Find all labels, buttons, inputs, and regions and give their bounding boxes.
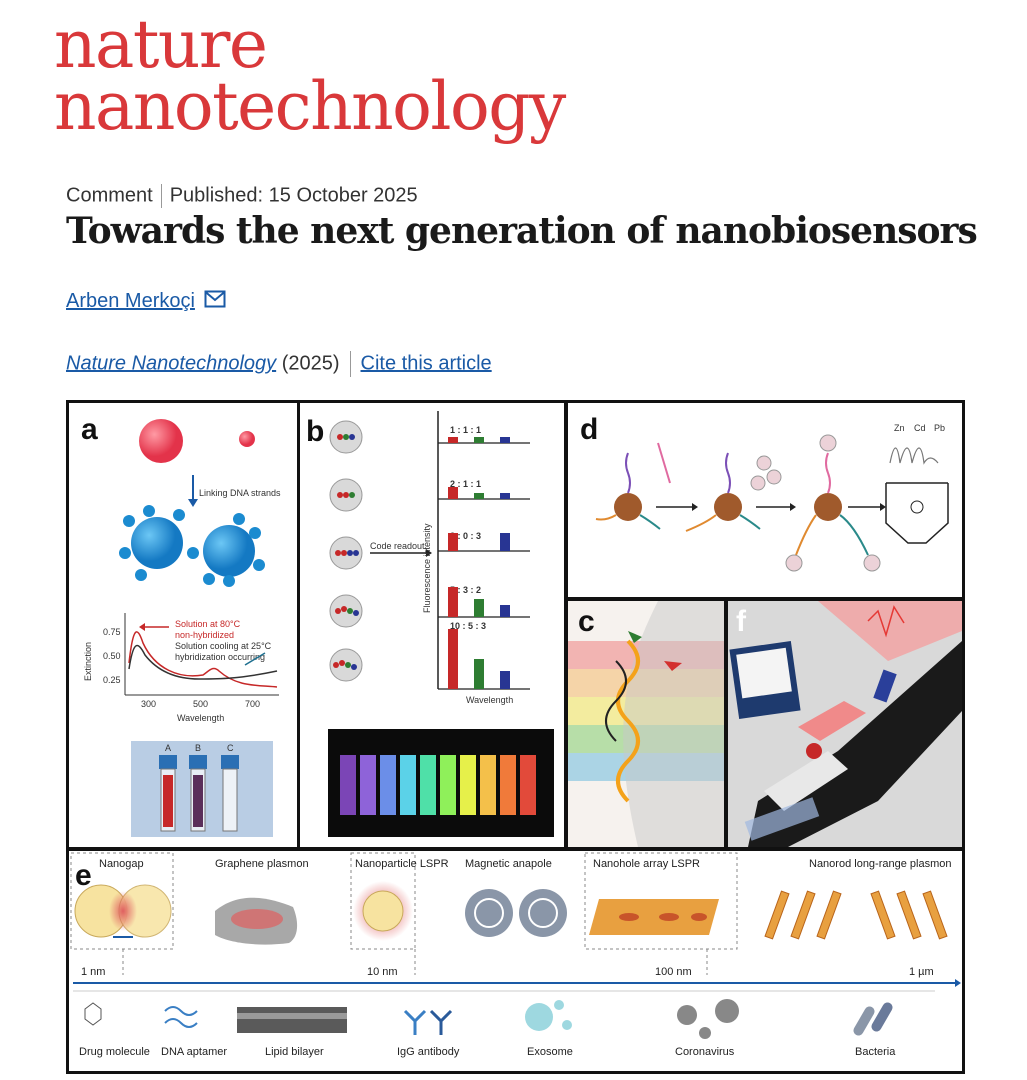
citation-line: Nature Nanotechnology (2025) Cite this ar… <box>66 351 492 377</box>
panel-label-b: b <box>306 415 325 448</box>
panel-d-illustration: Zn Cd Pb <box>595 423 949 572</box>
panel-e-illustration: Nanogap Graphene plasmon Nanoparticle LS… <box>70 852 961 1058</box>
panel-b-xlabel: Wavelength <box>466 695 513 705</box>
x-tick-3: 700 <box>245 699 260 709</box>
figure-panel-a: a Linking DNA strands Solution at 80°C n… <box>66 400 300 850</box>
ratio-3: 3 : 0 : 3 <box>450 531 481 541</box>
panel-label-e: e <box>75 859 92 892</box>
panel-a-xlabel: Wavelength <box>177 713 224 723</box>
metal-pb: Pb <box>934 423 945 433</box>
ratio-1: 1 : 1 : 1 <box>450 425 481 435</box>
email-icon[interactable] <box>204 290 226 308</box>
lspr-box <box>350 852 416 950</box>
article-meta: Comment Published: 15 October 2025 <box>66 184 418 208</box>
panel-c-illustration <box>568 601 724 847</box>
bottom-label-aptamer: DNA aptamer <box>161 1046 227 1058</box>
legend-2a: Solution cooling at 25°C <box>175 641 272 651</box>
y-tick-1: 0.75 <box>103 627 121 637</box>
top-label-graphene: Graphene plasmon <box>215 858 309 870</box>
logo-line-1: nature <box>54 6 268 83</box>
panel-label-d: d <box>580 413 599 446</box>
metal-cd: Cd <box>914 423 926 433</box>
legend-1a: Solution at 80°C <box>175 619 241 629</box>
figure-panel-e: e Nanogap Graphene plasmon Nanoparticle … <box>66 848 965 1074</box>
panel-a-illustration: Linking DNA strands Solution at 80°C non… <box>83 419 281 837</box>
small-nanoparticle <box>239 431 255 447</box>
x-tick-2: 500 <box>193 699 208 709</box>
meta-divider <box>160 184 162 208</box>
legend-2b: hybridization occurring <box>175 652 265 662</box>
panel-f-illustration <box>729 601 962 847</box>
ratio-2: 2 : 1 : 1 <box>450 479 481 489</box>
panel-label-f: f <box>736 605 746 638</box>
figure-panel-b: b Code readout Fluorescence intensity Wa… <box>297 400 567 850</box>
panel-label-c: c <box>578 605 595 638</box>
top-label-nanogap: Nanogap <box>99 858 144 870</box>
published-date: Published: 15 October 2025 <box>169 184 418 207</box>
figure-panel-d: d Zn Cd Pb <box>565 400 965 600</box>
ratio-4: 5 : 3 : 2 <box>450 585 481 595</box>
top-label-nanohole: Nanohole array LSPR <box>593 858 700 870</box>
top-label-lspr: Nanoparticle LSPR <box>355 858 449 870</box>
y-tick-2: 0.50 <box>103 651 121 661</box>
bottom-label-coronavirus: Coronavirus <box>675 1046 735 1058</box>
panel-b-ylabel: Fluorescence intensity <box>422 523 432 613</box>
cite-link[interactable]: Cite this article <box>360 352 492 375</box>
x-tick-1: 300 <box>141 699 156 709</box>
bottom-label-bacteria: Bacteria <box>855 1046 896 1058</box>
bottom-label-drug: Drug molecule <box>79 1046 150 1058</box>
aggregate-particle-2 <box>203 525 255 577</box>
top-label-nanorod: Nanorod long-range plasmon <box>809 858 951 870</box>
vial-label-a: A <box>165 743 171 753</box>
scale-100nm: 100 nm <box>655 966 692 978</box>
panel-a-ylabel: Extinction <box>83 642 93 681</box>
nanogap-box <box>70 852 174 950</box>
metal-zn: Zn <box>894 423 905 433</box>
vial-label-b: B <box>195 743 201 753</box>
journal-logo[interactable]: nature nanotechnology <box>54 6 566 145</box>
panel-label-a: a <box>81 413 98 446</box>
author-line: Arben Merkoçi <box>66 290 226 313</box>
y-tick-3: 0.25 <box>103 675 121 685</box>
panel-b-illustration: Code readout Fluorescence intensity Wave… <box>328 411 554 837</box>
vial-label-c: C <box>227 743 234 753</box>
code-readout-label: Code readout <box>370 541 425 551</box>
panel-a-arrow-text: Linking DNA strands <box>199 488 281 498</box>
spectrum-hot <box>128 631 278 688</box>
bottom-label-igg: IgG antibody <box>397 1046 460 1058</box>
top-label-anapole: Magnetic anapole <box>465 858 552 870</box>
large-nanoparticle <box>139 419 183 463</box>
legend-1b: non-hybridized <box>175 630 234 640</box>
article-title: Towards the next generation of nanobiose… <box>66 210 978 252</box>
article-year: (2025) <box>281 352 340 375</box>
bottom-label-lipid: Lipid bilayer <box>265 1046 324 1058</box>
figure-panel-c: c <box>565 598 727 850</box>
spectrum-cool <box>128 644 278 680</box>
citation-divider <box>349 351 351 377</box>
author-link[interactable]: Arben Merkoçi <box>66 290 195 312</box>
aggregate-particle-1 <box>131 517 183 569</box>
scale-1um: 1 µm <box>909 966 934 978</box>
logo-line-2: nanotechnology <box>54 68 566 145</box>
scale-1nm: 1 nm <box>81 966 105 978</box>
figure-panel-f: f <box>725 598 965 850</box>
article-type: Comment <box>66 184 153 207</box>
nanohole-box <box>584 852 738 950</box>
ratio-5: 10 : 5 : 3 <box>450 621 486 631</box>
journal-link[interactable]: Nature Nanotechnology <box>66 352 277 375</box>
scale-10nm: 10 nm <box>367 966 398 978</box>
bottom-label-exosome: Exosome <box>527 1046 573 1058</box>
